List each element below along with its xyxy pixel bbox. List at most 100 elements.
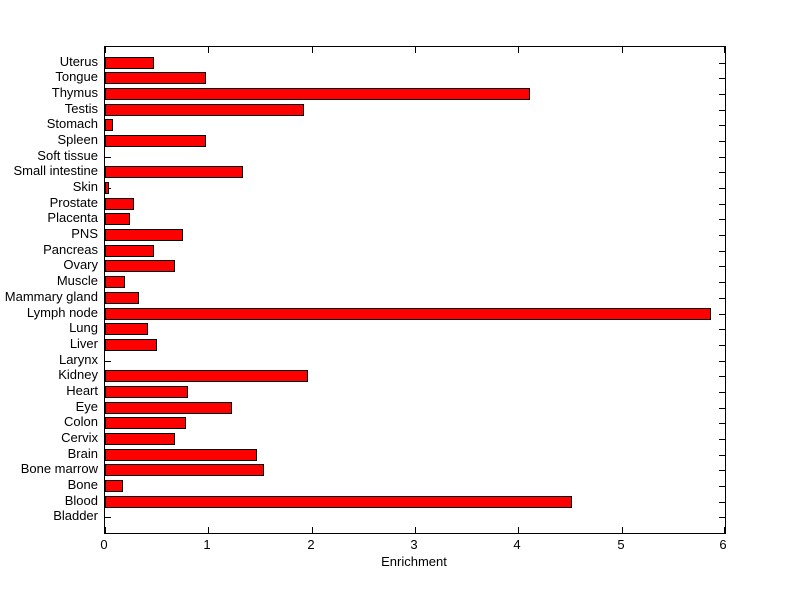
y-tick-label: Testis <box>64 101 98 116</box>
x-tick <box>622 47 623 53</box>
y-tick <box>719 392 725 393</box>
x-tick-label: 5 <box>617 537 625 552</box>
bar <box>105 57 154 69</box>
x-tick-label: 4 <box>513 537 521 552</box>
y-tick-label: Colon <box>64 414 98 429</box>
y-tick-label: Heart <box>66 383 98 398</box>
x-tick <box>622 527 623 533</box>
y-tick-label: Prostate <box>49 195 98 210</box>
y-tick <box>719 125 725 126</box>
y-tick-label: PNS <box>71 226 98 241</box>
y-tick-label: Spleen <box>57 132 98 147</box>
y-tick-label: Eye <box>75 399 98 414</box>
y-tick <box>719 376 725 377</box>
y-tick-label: Bone <box>67 477 98 492</box>
y-tick-label: Uterus <box>59 54 98 69</box>
x-tick <box>105 527 106 533</box>
y-tick <box>719 282 725 283</box>
y-tick-label: Cervix <box>61 430 98 445</box>
y-tick-label: Ovary <box>63 257 98 272</box>
bar <box>105 308 711 320</box>
y-tick-label: Larynx <box>58 352 98 367</box>
bar <box>105 229 183 241</box>
bar <box>105 72 206 84</box>
y-tick-label: Kidney <box>58 367 98 382</box>
y-tick-label: Lung <box>69 320 98 335</box>
x-tick <box>518 47 519 53</box>
y-tick <box>719 219 725 220</box>
y-tick <box>719 94 725 95</box>
y-tick-label: Bladder <box>53 508 98 523</box>
bar <box>105 496 572 508</box>
bar <box>105 386 188 398</box>
x-tick-label: 2 <box>307 537 315 552</box>
y-tick <box>719 486 725 487</box>
x-tick <box>415 47 416 53</box>
x-tick <box>415 527 416 533</box>
x-tick <box>208 527 209 533</box>
bar <box>105 323 148 335</box>
y-tick-label: Pancreas <box>43 242 98 257</box>
y-tick-label: Liver <box>69 336 98 351</box>
y-tick <box>719 141 725 142</box>
bar <box>105 339 157 351</box>
y-tick-label: Mammary gland <box>4 289 98 304</box>
y-tick <box>719 266 725 267</box>
bar <box>105 182 109 194</box>
y-tick-label: Lymph node <box>26 305 98 320</box>
bar <box>105 449 257 461</box>
y-tick-label: Soft tissue <box>37 148 98 163</box>
bar <box>105 370 308 382</box>
x-tick <box>105 47 106 53</box>
y-tick <box>105 517 111 518</box>
x-tick <box>724 527 725 533</box>
y-tick <box>719 188 725 189</box>
bar <box>105 88 530 100</box>
bar <box>105 402 232 414</box>
bar <box>105 292 139 304</box>
x-tick <box>312 47 313 53</box>
x-tick-label: 6 <box>719 537 727 552</box>
y-tick <box>719 204 725 205</box>
x-tick <box>312 527 313 533</box>
y-tick <box>719 251 725 252</box>
x-tick-label: 3 <box>410 537 418 552</box>
bar <box>105 135 206 147</box>
y-tick <box>719 172 725 173</box>
x-tick <box>724 47 725 53</box>
y-tick-label: Tongue <box>55 69 98 84</box>
y-tick <box>719 63 725 64</box>
y-tick-label: Stomach <box>46 116 98 131</box>
y-tick-label: Skin <box>72 179 98 194</box>
y-tick <box>719 329 725 330</box>
y-tick <box>719 470 725 471</box>
y-tick-label: Muscle <box>56 273 98 288</box>
y-tick-label: Bone marrow <box>20 461 98 476</box>
y-tick <box>719 408 725 409</box>
y-tick-label: Thymus <box>51 85 98 100</box>
y-tick <box>719 314 725 315</box>
bar <box>105 198 134 210</box>
bar <box>105 480 123 492</box>
bar <box>105 417 186 429</box>
y-tick <box>105 157 111 158</box>
bar <box>105 213 130 225</box>
bar <box>105 166 243 178</box>
y-tick <box>719 502 725 503</box>
plot-area <box>104 46 726 534</box>
y-tick-label: Small intestine <box>13 163 98 178</box>
bar <box>105 119 113 131</box>
x-axis-label: Enrichment <box>381 554 447 569</box>
y-tick <box>719 157 725 158</box>
bar <box>105 260 175 272</box>
y-tick <box>719 110 725 111</box>
y-tick-label: Blood <box>64 493 98 508</box>
bar <box>105 433 175 445</box>
y-tick <box>719 423 725 424</box>
y-tick <box>719 455 725 456</box>
x-tick-label: 0 <box>100 537 108 552</box>
y-tick <box>719 361 725 362</box>
bar <box>105 276 125 288</box>
y-tick-label: Placenta <box>47 210 98 225</box>
